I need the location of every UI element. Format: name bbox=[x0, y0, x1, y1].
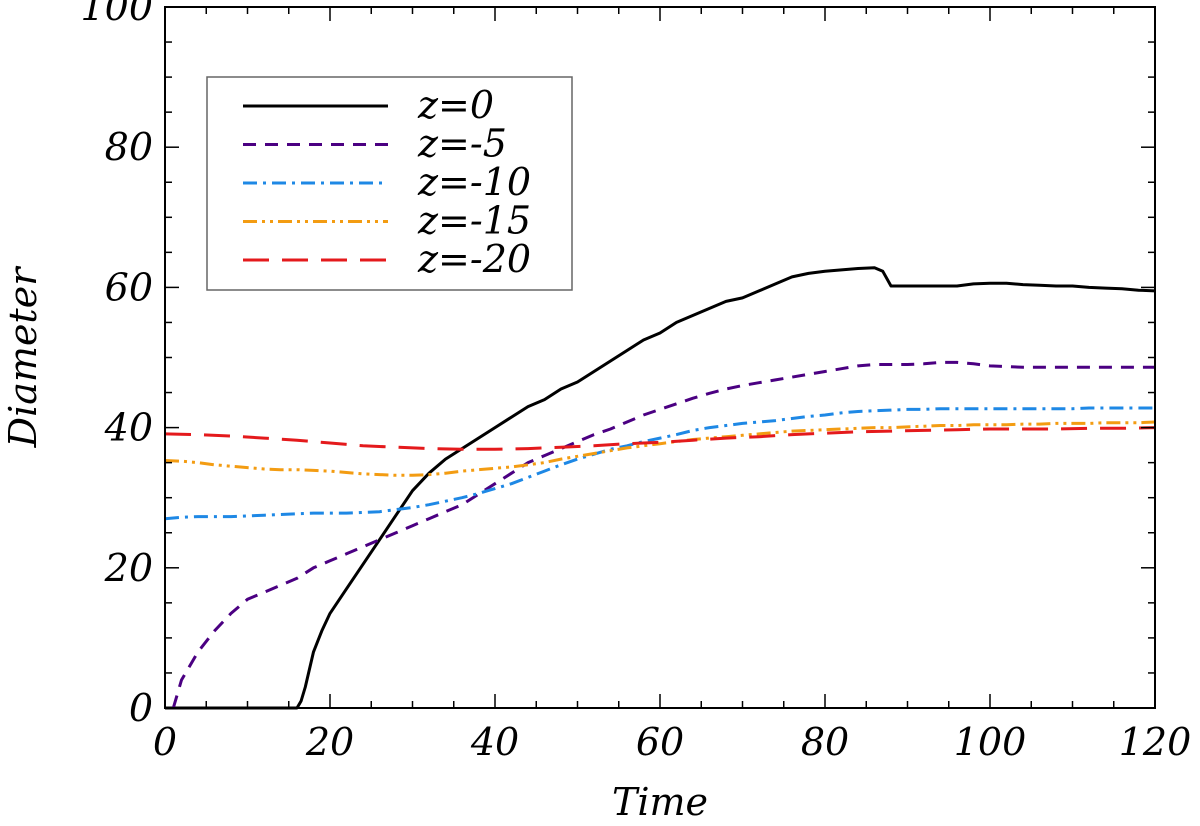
y-tick-label: 0 bbox=[129, 686, 153, 730]
x-tick-label: 120 bbox=[1119, 720, 1192, 764]
legend: z=0z=-5z=-10z=-15z=-20 bbox=[206, 76, 573, 291]
legend-label-4: z=-15 bbox=[417, 199, 531, 243]
x-tick-label: 0 bbox=[153, 720, 177, 764]
x-tick-label: 100 bbox=[954, 720, 1027, 764]
y-tick-label: 100 bbox=[80, 0, 153, 29]
y-tick-label: 40 bbox=[104, 406, 153, 450]
series-layer bbox=[164, 266, 1156, 710]
x-tick-label: 40 bbox=[470, 720, 519, 764]
y-axis-title: Diameter bbox=[1, 265, 45, 449]
series-line-4 bbox=[164, 420, 1156, 477]
tick-labels-layer: 0 20 40 60 80 100 120 0 20 40 60 80 100 bbox=[80, 0, 1191, 764]
series-line-2 bbox=[171, 360, 1155, 709]
y-tick-label: 80 bbox=[105, 125, 153, 169]
x-tick-label: 20 bbox=[305, 720, 354, 764]
series-line-5 bbox=[164, 426, 1156, 451]
ticks-layer bbox=[164, 6, 1156, 709]
series-line-1 bbox=[165, 266, 1156, 710]
x-tick-label: 80 bbox=[801, 720, 849, 764]
legend-label-5: z=-20 bbox=[417, 237, 531, 281]
legend-label-1: z=0 bbox=[417, 83, 494, 127]
legend-box bbox=[206, 76, 573, 291]
legend-label-3: z=-10 bbox=[417, 160, 531, 204]
y-tick-label: 60 bbox=[105, 265, 153, 309]
series-line-3 bbox=[164, 406, 1155, 521]
x-axis-title: Time bbox=[612, 780, 708, 821]
y-tick-label: 20 bbox=[104, 546, 153, 590]
x-tick-label: 60 bbox=[636, 720, 684, 764]
legend-label-2: z=-5 bbox=[417, 122, 507, 166]
